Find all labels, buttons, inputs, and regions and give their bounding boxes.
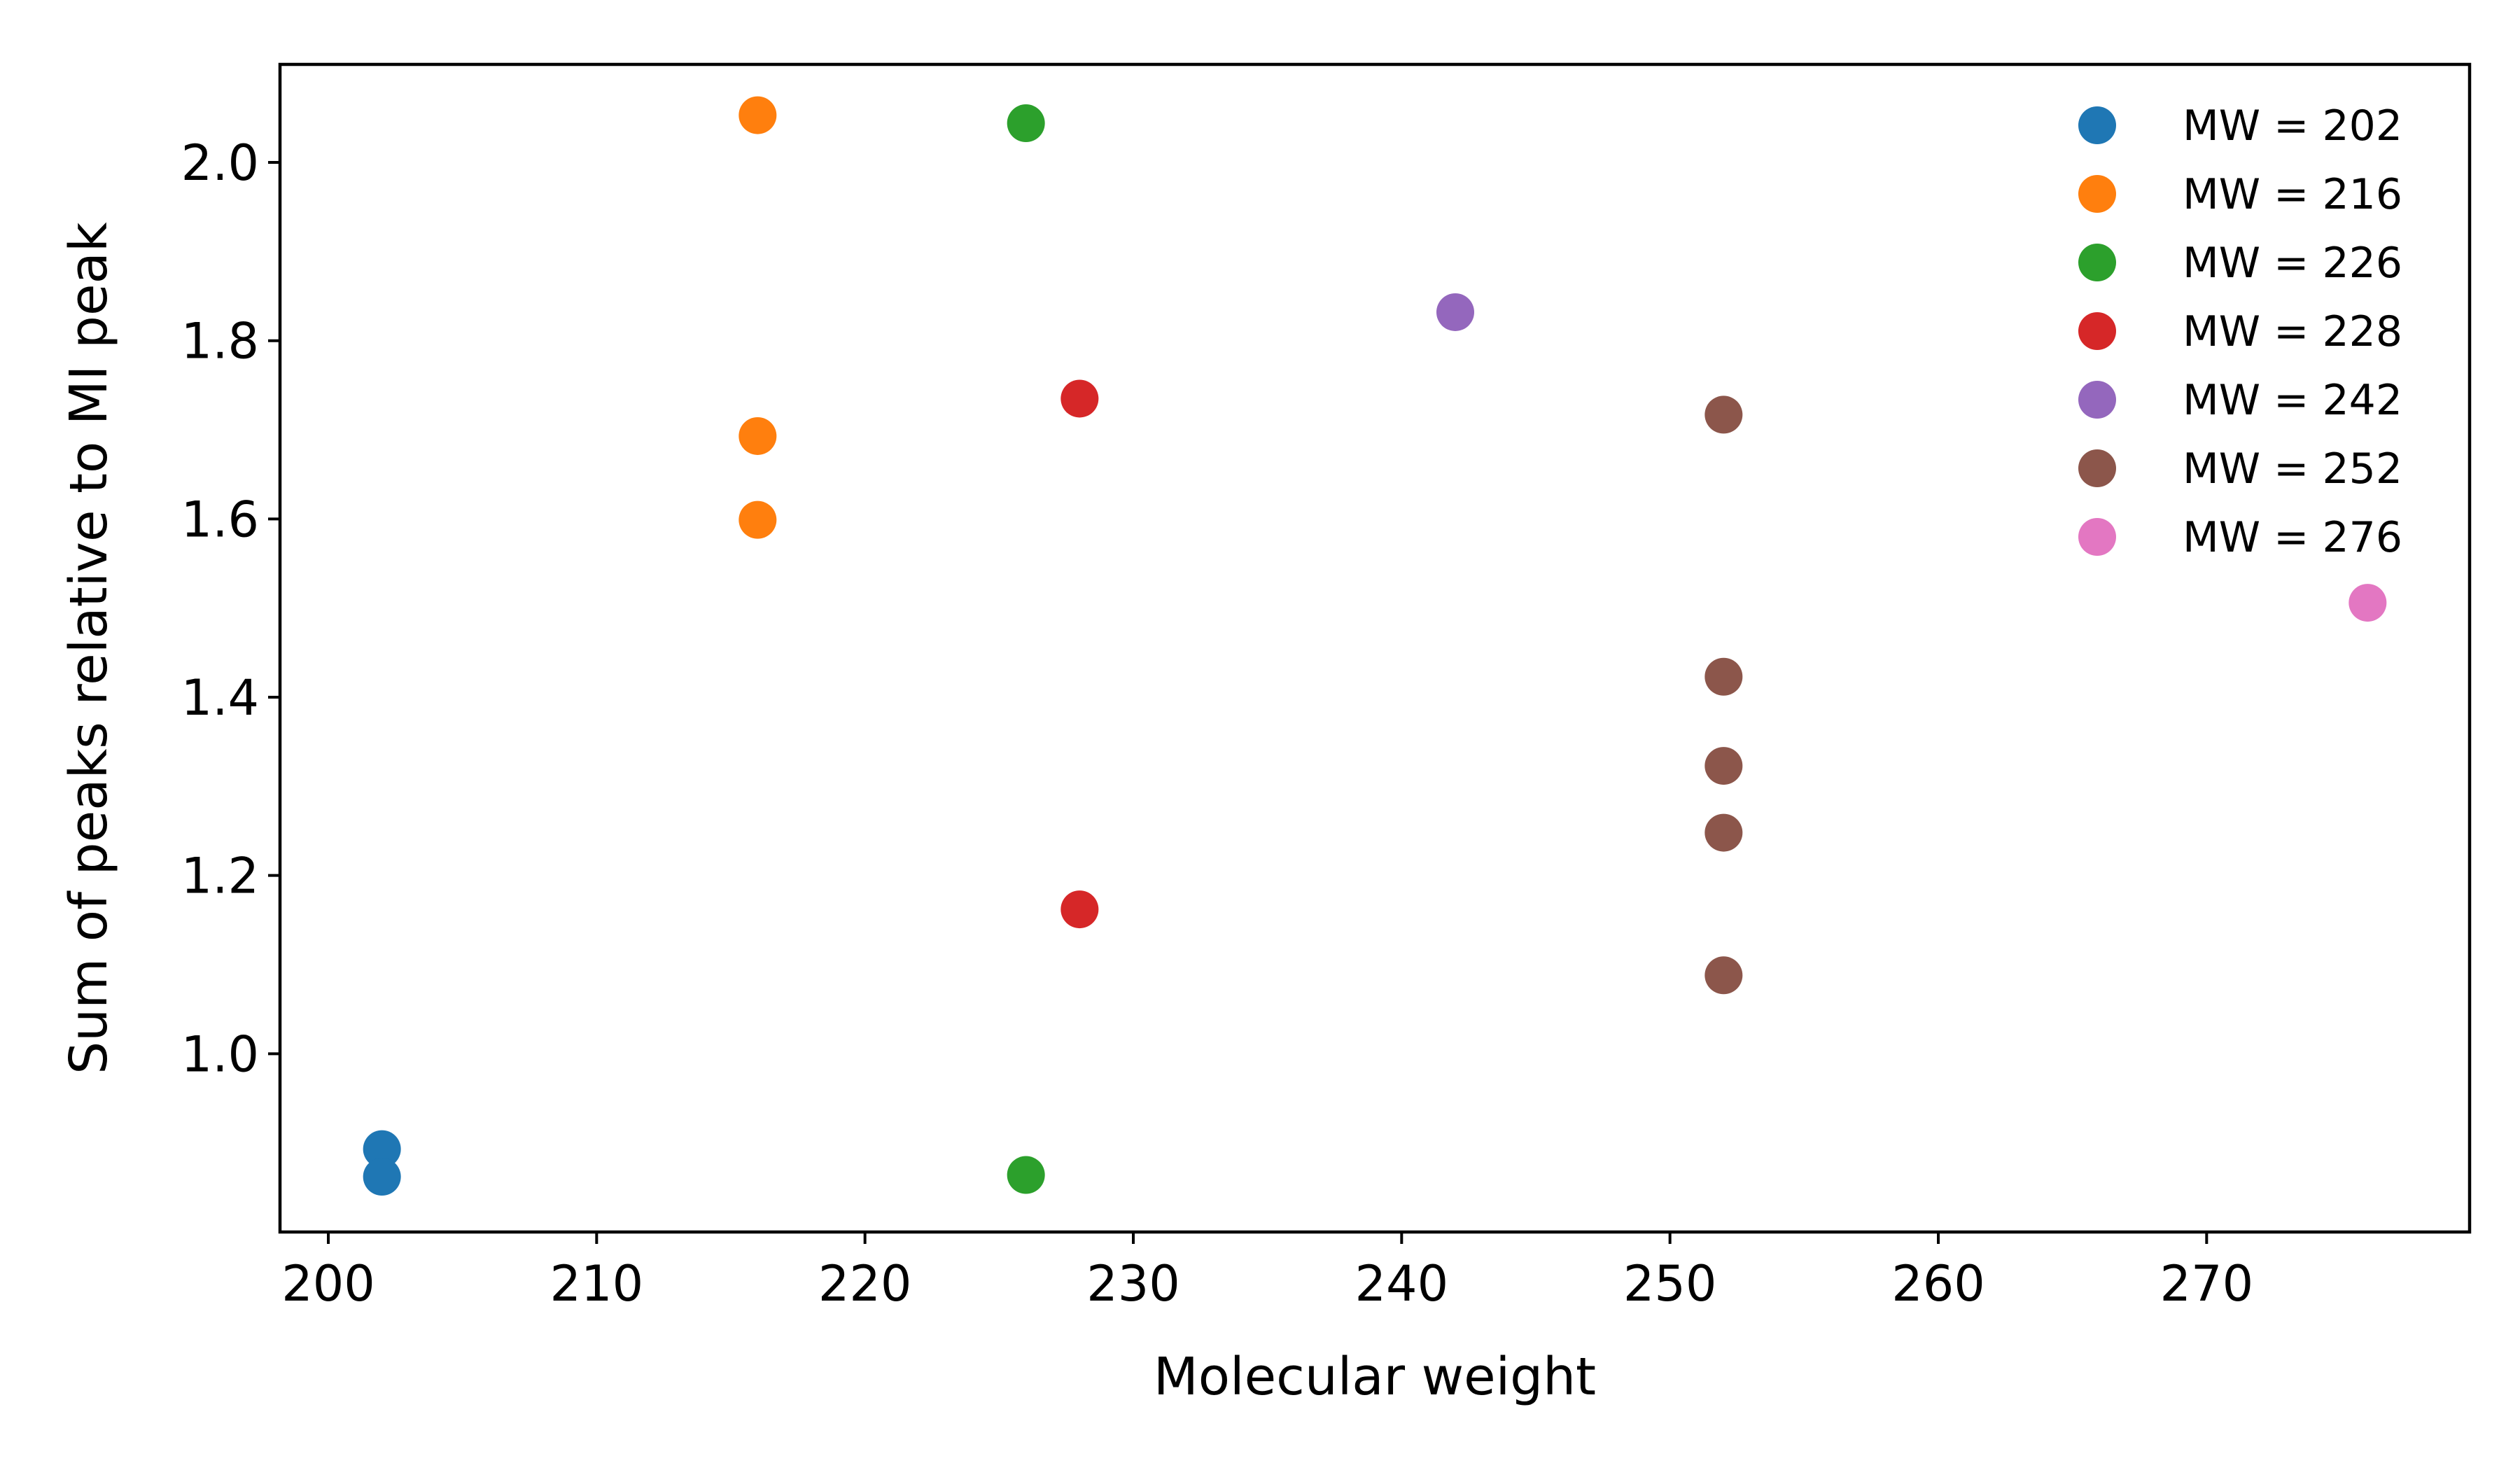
- data-point: [1436, 293, 1474, 331]
- legend-marker: [2078, 449, 2116, 487]
- data-point: [1704, 956, 1743, 995]
- x-tick-label: 200: [281, 1255, 375, 1312]
- legend-label: MW = 226: [2183, 239, 2402, 288]
- y-tick-label: 1.6: [181, 491, 259, 548]
- data-point: [363, 1130, 401, 1168]
- legend-label: MW = 202: [2183, 102, 2402, 150]
- legend-marker: [2078, 175, 2116, 213]
- legend-label: MW = 276: [2183, 513, 2402, 562]
- legend-marker: [2078, 381, 2116, 419]
- plot-area-frame: [278, 62, 2472, 1234]
- data-point: [363, 1158, 401, 1196]
- y-tick-label: 1.0: [181, 1026, 259, 1083]
- y-tick-label: 1.4: [181, 669, 259, 727]
- x-tick-label: 230: [1086, 1255, 1180, 1312]
- legend-label: MW = 216: [2183, 170, 2402, 219]
- data-point: [1704, 747, 1743, 785]
- y-tick-label: 1.8: [181, 313, 259, 370]
- y-tick-label: 1.2: [181, 848, 259, 905]
- x-tick-label: 220: [818, 1255, 912, 1312]
- legend-label: MW = 228: [2183, 307, 2402, 356]
- data-points: [363, 96, 2387, 1196]
- legend: MW = 202 MW = 216 MW = 226 MW = 228 MW = 242…: [2078, 102, 2402, 562]
- legend-label: MW = 242: [2183, 376, 2402, 425]
- y-axis: 1.0 1.2 1.4 1.6 1.8 2.0: [181, 134, 280, 1083]
- x-tick-label: 210: [550, 1255, 644, 1312]
- y-axis-label: Sum of peaks relative to MI peak: [59, 222, 119, 1074]
- data-point: [1060, 379, 1099, 418]
- legend-label: MW = 252: [2183, 444, 2402, 493]
- legend-marker: [2078, 518, 2116, 556]
- data-point: [1704, 813, 1743, 852]
- data-point: [738, 96, 777, 134]
- data-point: [1007, 104, 1045, 143]
- data-point: [1007, 1156, 1045, 1194]
- x-axis: 200 210 220 230 240 250 260 270: [281, 1232, 2253, 1312]
- x-axis-label: Molecular weight: [1154, 1347, 1596, 1407]
- data-point: [738, 416, 777, 455]
- x-tick-label: 260: [1891, 1255, 1985, 1312]
- data-point: [1060, 890, 1099, 929]
- x-tick-label: 250: [1623, 1255, 1717, 1312]
- data-point: [738, 500, 777, 539]
- data-point: [1704, 396, 1743, 434]
- x-tick-label: 270: [2160, 1255, 2254, 1312]
- legend-marker: [2078, 106, 2116, 144]
- data-point: [2348, 584, 2387, 622]
- legend-marker: [2078, 244, 2116, 281]
- legend-marker: [2078, 312, 2116, 350]
- x-tick-label: 240: [1355, 1255, 1449, 1312]
- data-point: [1704, 657, 1743, 696]
- y-tick-label: 2.0: [181, 134, 259, 192]
